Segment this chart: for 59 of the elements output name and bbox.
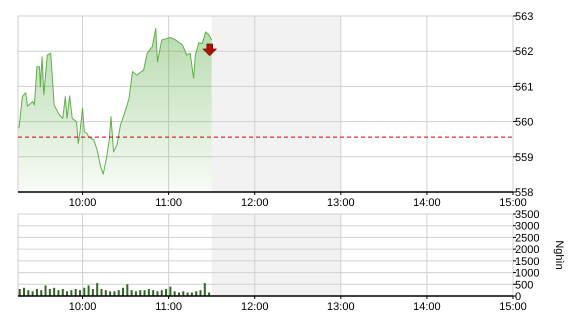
y-tick-label: 561 xyxy=(515,81,534,94)
y-tick-label: 560 xyxy=(515,116,534,129)
bar xyxy=(23,288,26,296)
y-tick-label: 3500 xyxy=(515,209,540,221)
bar xyxy=(88,285,90,296)
x-tick-label: 14:00 xyxy=(413,197,441,209)
bar xyxy=(83,288,86,296)
x-tick-label: 13:00 xyxy=(327,301,355,313)
bar xyxy=(74,288,77,296)
bar xyxy=(118,290,120,296)
bar xyxy=(92,288,94,296)
bar xyxy=(70,290,72,296)
bar xyxy=(152,290,154,296)
bar xyxy=(62,288,64,296)
x-tick-label: 11:00 xyxy=(155,301,182,313)
x-tick-label: 10:00 xyxy=(68,197,96,209)
y-tick-label: 2500 xyxy=(515,232,540,244)
x-tick-label: 12:00 xyxy=(240,197,269,209)
x-tick-label: 12:00 xyxy=(240,301,269,313)
x-tick-label: 13:00 xyxy=(327,197,355,209)
bar xyxy=(36,288,38,296)
y-tick-label: 1500 xyxy=(515,256,540,268)
bar xyxy=(165,288,168,296)
bar xyxy=(144,290,146,296)
bar xyxy=(18,288,21,296)
y-tick-label: 563 xyxy=(515,11,534,23)
y-tick-label: 2000 xyxy=(515,244,540,256)
y-tick-label: 0 xyxy=(515,291,522,303)
bar xyxy=(44,285,47,296)
bar xyxy=(40,290,42,296)
x-tick-label: 14:00 xyxy=(413,301,441,313)
bar xyxy=(169,286,172,296)
y-axis-title: Nghìn xyxy=(553,240,565,270)
y-tick-label: 562 xyxy=(515,46,534,58)
bar xyxy=(53,288,56,296)
y-tick-label: 500 xyxy=(515,279,534,292)
bar xyxy=(200,290,202,296)
bar xyxy=(160,290,163,296)
x-tick-label: 15:00 xyxy=(499,197,527,209)
x-tick-label: 10:00 xyxy=(68,301,96,313)
bar xyxy=(204,283,206,296)
y-tick-label: 558 xyxy=(515,187,534,199)
bar xyxy=(130,290,133,296)
bar xyxy=(96,283,98,296)
bar xyxy=(27,290,30,296)
bar xyxy=(148,288,150,296)
y-tick-label: 3000 xyxy=(515,220,540,233)
bar xyxy=(57,290,60,296)
x-tick-label: 15:00 xyxy=(499,301,527,313)
bar xyxy=(104,290,107,296)
y-tick-label: 1000 xyxy=(515,268,540,280)
bar xyxy=(122,288,124,296)
bar xyxy=(100,288,103,296)
x-tick-label: 11:00 xyxy=(155,197,182,209)
bar xyxy=(126,284,128,296)
bar xyxy=(78,290,81,296)
y-tick-label: 559 xyxy=(515,152,534,164)
bar xyxy=(48,288,51,296)
bar xyxy=(139,290,142,296)
